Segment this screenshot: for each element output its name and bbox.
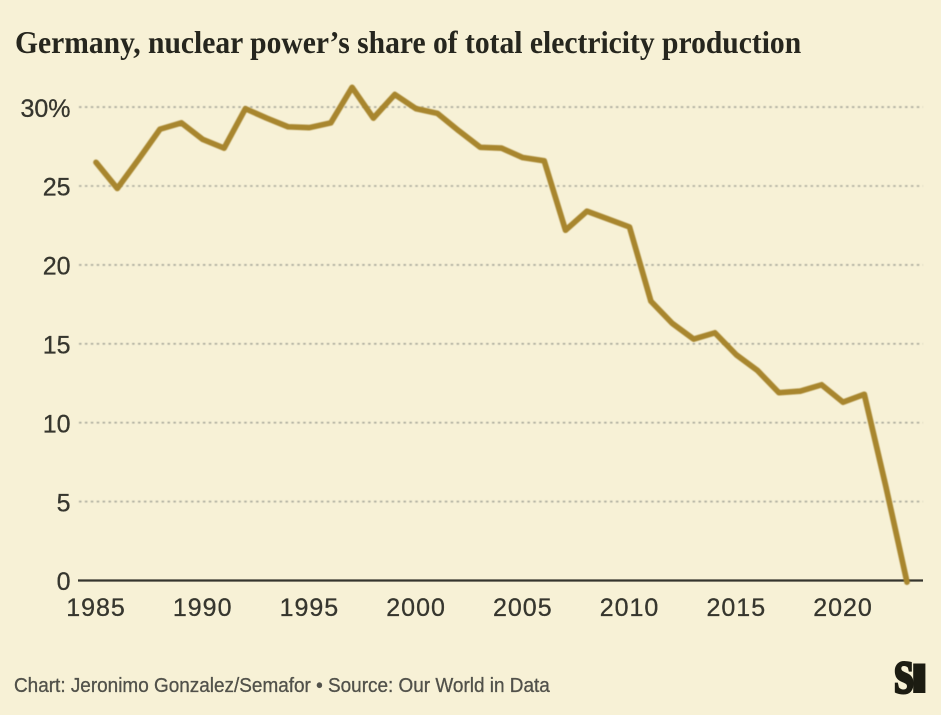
- svg-text:10: 10: [43, 410, 71, 438]
- svg-text:1995: 1995: [280, 594, 340, 622]
- svg-text:2005: 2005: [493, 594, 553, 622]
- svg-text:1990: 1990: [173, 594, 233, 622]
- svg-text:20: 20: [43, 253, 71, 281]
- svg-text:2015: 2015: [706, 594, 766, 622]
- svg-text:25: 25: [43, 174, 71, 202]
- svg-text:s: s: [894, 634, 914, 708]
- svg-text:2020: 2020: [813, 594, 873, 622]
- svg-text:30%: 30%: [20, 95, 70, 123]
- svg-text:2000: 2000: [386, 594, 446, 622]
- svg-text:15: 15: [43, 332, 71, 360]
- svg-text:5: 5: [57, 489, 71, 517]
- svg-text:2010: 2010: [600, 594, 660, 622]
- svg-text:1985: 1985: [66, 594, 126, 622]
- svg-text:0: 0: [57, 568, 71, 596]
